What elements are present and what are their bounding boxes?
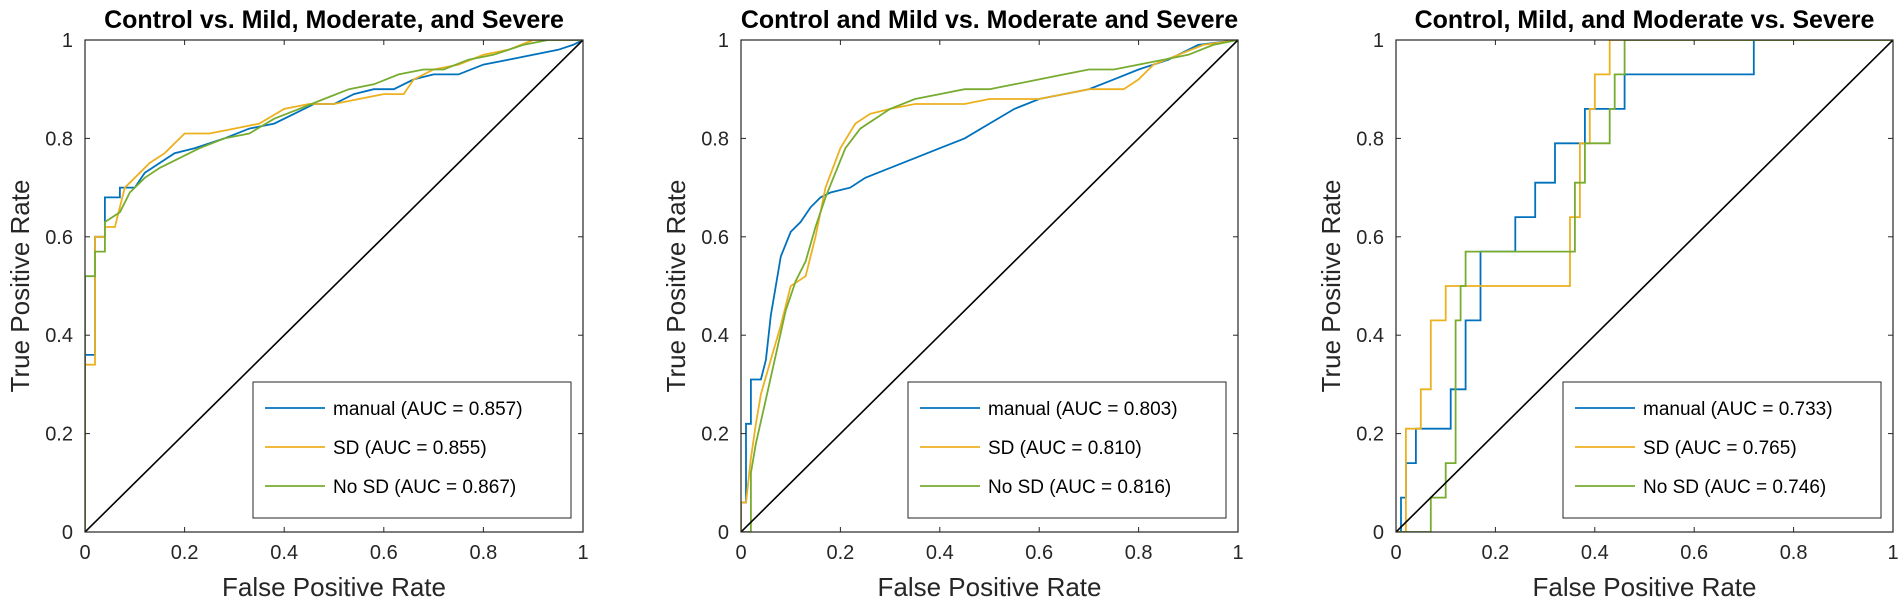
chart-title: Control vs. Mild, Moderate, and Severe	[104, 6, 564, 34]
legend-entry: manual (AUC = 0.857)	[333, 399, 523, 420]
x-axis-label: False Positive Rate	[878, 572, 1102, 602]
y-tick-label: 0.2	[45, 424, 73, 446]
legend-entry: No SD (AUC = 0.816)	[988, 477, 1171, 498]
y-tick-label: 1	[718, 30, 729, 52]
legend: manual (AUC = 0.803) SD (AUC = 0.810) No S…	[907, 381, 1227, 519]
y-tick-label: 0.4	[1356, 325, 1384, 347]
legend: manual (AUC = 0.857) SD (AUC = 0.855) No S…	[252, 381, 572, 519]
x-tick-label: 0.2	[1481, 542, 1509, 564]
legend-entry: No SD (AUC = 0.867)	[333, 477, 516, 498]
legend-entry: SD (AUC = 0.810)	[988, 438, 1142, 459]
legend-entry: manual (AUC = 0.733)	[1643, 399, 1833, 420]
chart-title: Control, Mild, and Moderate vs. Severe	[1415, 6, 1875, 34]
y-tick-label: 1	[1373, 30, 1384, 52]
chance-diagonal-line	[85, 40, 583, 532]
x-tick-label: 0.6	[370, 542, 398, 564]
y-tick-label: 0.8	[1356, 128, 1384, 150]
y-axis-label: True Positive Rate	[661, 180, 691, 393]
y-tick-label: 0	[718, 522, 729, 544]
x-tick-label: 0.8	[1780, 542, 1808, 564]
series-line-2	[85, 40, 583, 532]
series-line-1	[1396, 40, 1893, 532]
legend-entry: manual (AUC = 0.803)	[988, 399, 1178, 420]
x-tick-label: 0	[735, 542, 746, 564]
series-line-2	[1396, 40, 1893, 532]
y-tick-label: 0.2	[1356, 424, 1384, 446]
legend-entry: No SD (AUC = 0.746)	[1643, 477, 1826, 498]
x-tick-label: 0.6	[1680, 542, 1708, 564]
x-tick-label: 0.2	[826, 542, 854, 564]
legend-entry: SD (AUC = 0.765)	[1643, 438, 1797, 459]
series-line-0	[85, 40, 583, 532]
y-axis-label: True Positive Rate	[5, 180, 35, 393]
y-tick-label: 0.6	[45, 227, 73, 249]
y-tick-label: 1	[62, 30, 73, 52]
x-tick-label: 1	[1232, 542, 1243, 564]
legend-entry: SD (AUC = 0.855)	[333, 438, 487, 459]
series-line-2	[741, 40, 1238, 532]
x-tick-label: 0.4	[270, 542, 298, 564]
y-tick-label: 0	[62, 522, 73, 544]
y-tick-label: 0.6	[701, 227, 729, 249]
y-tick-label: 0.8	[45, 128, 73, 150]
plot-area-frame	[1395, 39, 1894, 533]
x-axis-label: False Positive Rate	[222, 572, 446, 602]
x-tick-label: 0	[1390, 542, 1401, 564]
legend-box	[907, 381, 1227, 519]
series-line-1	[741, 40, 1238, 532]
x-tick-label: 0.8	[469, 542, 497, 564]
roc-panel-2: Control and Mild vs. Moderate and Severe…	[661, 6, 1244, 602]
y-tick-label: 0.4	[701, 325, 729, 347]
y-tick-label: 0.8	[701, 128, 729, 150]
chance-diagonal-line	[1396, 40, 1893, 532]
y-axis-label: True Positive Rate	[1316, 180, 1346, 393]
x-axis-label: False Positive Rate	[1533, 572, 1757, 602]
plot-area-frame	[740, 39, 1239, 533]
x-tick-label: 0.4	[1581, 542, 1609, 564]
chance-diagonal-line	[741, 40, 1238, 532]
chart-title: Control and Mild vs. Moderate and Severe	[741, 6, 1238, 34]
y-tick-label: 0.2	[701, 424, 729, 446]
legend-box	[252, 381, 572, 519]
x-tick-label: 0	[79, 542, 90, 564]
legend: manual (AUC = 0.733) SD (AUC = 0.765) No S…	[1562, 381, 1882, 519]
y-tick-label: 0.6	[1356, 227, 1384, 249]
x-tick-label: 0.8	[1125, 542, 1153, 564]
x-tick-label: 1	[1887, 542, 1898, 564]
x-tick-label: 1	[577, 542, 588, 564]
plot-area-frame	[84, 39, 584, 533]
x-tick-label: 0.6	[1025, 542, 1053, 564]
y-tick-label: 0	[1373, 522, 1384, 544]
x-tick-label: 0.2	[171, 542, 199, 564]
legend-box	[1562, 381, 1882, 519]
x-tick-label: 0.4	[926, 542, 954, 564]
y-tick-label: 0.4	[45, 325, 73, 347]
